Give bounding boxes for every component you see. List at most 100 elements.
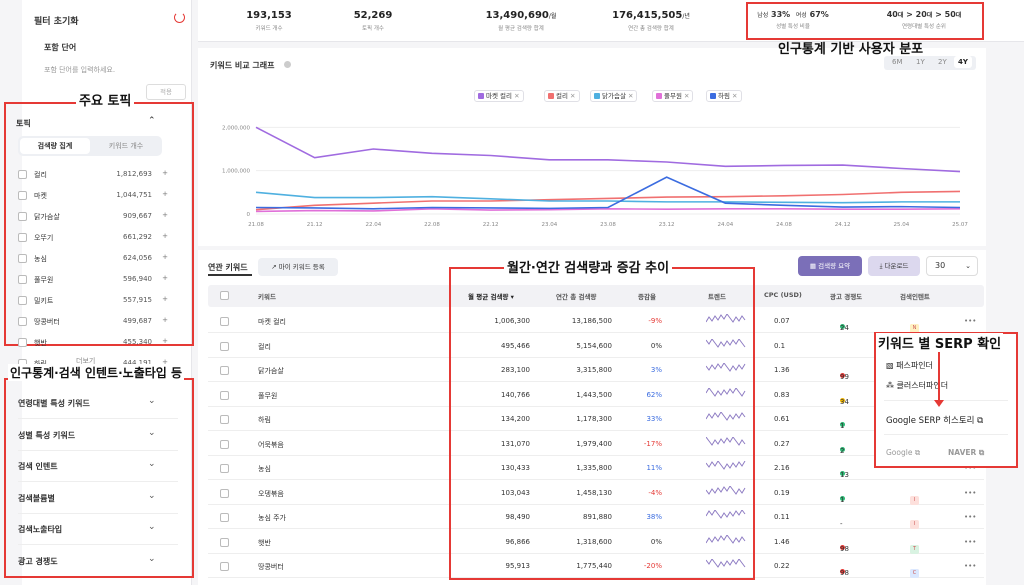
legend-item[interactable]: 풀무원 ✕ — [652, 90, 694, 102]
topic-item[interactable]: 풀무원 596,940 + — [18, 273, 168, 287]
more-icon[interactable]: ••• — [964, 464, 977, 472]
row-checkbox[interactable] — [220, 317, 229, 326]
accordion-item[interactable]: 검색노출타입 — [18, 525, 63, 534]
my-keyword-register-button[interactable]: ↗ 마이 키워드 등록 — [258, 258, 338, 276]
select-all-checkbox[interactable] — [220, 291, 229, 300]
table-row[interactable]: 농심 주가 98,490 891,880 38% 0.11 - I ••• — [208, 506, 984, 529]
row-checkbox[interactable] — [220, 513, 229, 522]
chevron-down-icon[interactable]: ⌄ — [148, 396, 156, 406]
menu-serp-history[interactable]: Google SERP 히스토리 ⧉ — [886, 416, 984, 426]
topic-item[interactable]: 오뚜기 661,292 + — [18, 231, 168, 245]
rows-per-page-select[interactable]: 30 ⌄ — [926, 256, 978, 276]
topic-item[interactable]: 햇반 455,340 + — [18, 336, 168, 350]
row-checkbox[interactable] — [220, 464, 229, 473]
keyword-cell[interactable]: 하림 — [258, 416, 271, 424]
keyword-cell[interactable]: 햇반 — [258, 538, 271, 547]
chevron-down-icon[interactable]: ⌄ — [148, 522, 156, 532]
keyword-cell[interactable]: 어묵볶음 — [258, 440, 284, 449]
google-link[interactable]: Google ⧉ — [886, 448, 921, 457]
more-icon[interactable]: ••• — [964, 488, 977, 497]
menu-pathfinder[interactable]: ▧ 패스파인더 — [886, 361, 933, 370]
topic-checkbox[interactable] — [18, 233, 27, 242]
col-competition[interactable]: 광고 경쟁도 — [830, 293, 863, 301]
accordion-item[interactable]: 연령대별 특성 키워드 — [18, 399, 90, 408]
more-icon[interactable]: ••• — [964, 513, 977, 521]
row-checkbox[interactable] — [220, 488, 229, 498]
row-checkbox[interactable] — [220, 562, 229, 571]
topic-item[interactable]: 컬리 1,812,693 + — [18, 168, 168, 182]
row-checkbox[interactable] — [220, 366, 229, 375]
keyword-cell[interactable]: 컬리 — [258, 342, 271, 351]
topic-item[interactable]: 닭가슴살 909,667 + — [18, 210, 168, 224]
more-icon[interactable]: ••• — [964, 537, 977, 546]
topic-checkbox[interactable] — [18, 338, 27, 347]
accordion-item[interactable]: 성별 특성 키워드 — [18, 430, 76, 440]
keyword-cell[interactable]: 농심 — [258, 465, 271, 473]
period-2y[interactable]: 2Y — [938, 58, 947, 66]
row-checkbox[interactable] — [220, 341, 229, 351]
col-change[interactable]: 증감율 — [638, 293, 656, 301]
col-keyword[interactable]: 키워드 — [258, 293, 276, 301]
col-yearly[interactable]: 연간 총 검색량 — [556, 293, 597, 301]
topic-checkbox[interactable] — [18, 275, 27, 284]
keyword-cell[interactable]: 마켓 컬리 — [258, 318, 286, 326]
seg-keyword-count[interactable]: 키워드 개수 — [108, 142, 144, 150]
plus-icon[interactable]: + — [162, 232, 168, 240]
keyword-cell[interactable]: 풀무원 — [258, 391, 278, 400]
topic-header[interactable]: 토픽 — [16, 119, 31, 128]
topic-item[interactable]: 밀키트 557,915 + — [18, 294, 168, 308]
plus-icon[interactable]: + — [162, 337, 168, 345]
volume-summary-button[interactable]: ▦ 검색량 요약 — [798, 256, 862, 276]
row-checkbox[interactable] — [220, 390, 229, 400]
legend-item[interactable]: 하림 ✕ — [706, 90, 742, 102]
chevron-up-icon[interactable]: ⌃ — [148, 116, 156, 126]
reset-icon[interactable] — [174, 12, 185, 23]
col-monthly[interactable]: 월 평균 검색량 ▾ — [468, 293, 514, 301]
period-1y[interactable]: 1Y — [916, 58, 925, 66]
period-6m[interactable]: 6M — [892, 58, 903, 66]
plus-icon[interactable]: + — [162, 211, 168, 219]
period-4y[interactable]: 4Y — [954, 56, 972, 68]
menu-clusterfinder[interactable]: ⁂ 클러스터파인더 — [886, 381, 949, 390]
apply-button[interactable]: 적용 — [146, 84, 186, 100]
legend-item[interactable]: 마켓 컬리 ✕ — [474, 90, 524, 102]
info-icon[interactable] — [284, 61, 291, 68]
col-cpc[interactable]: CPC (USD) — [764, 291, 802, 299]
plus-icon[interactable]: + — [162, 190, 168, 198]
topic-item[interactable]: 농심 624,056 + — [18, 252, 168, 266]
chevron-down-icon[interactable]: ⌄ — [148, 490, 156, 501]
table-row[interactable]: 마켓 컬리 1,006,300 13,186,500 -9% 0.07 24 I… — [208, 310, 984, 333]
more-button[interactable]: 더보기 — [76, 357, 96, 365]
keyword-input[interactable]: 포함 단어를 입력하세요. — [44, 66, 116, 74]
table-row[interactable]: 농심 130,433 1,335,800 11% 2.16 13 ••• — [208, 457, 984, 480]
more-icon[interactable]: ••• — [964, 317, 977, 325]
tab-related-keywords[interactable]: 연관 키워드 — [208, 263, 248, 272]
topic-item[interactable]: 마켓 1,044,751 + — [18, 189, 168, 203]
table-row[interactable]: 땅콩버터 95,913 1,775,440 -20% 0.22 98 IC ••… — [208, 555, 984, 578]
keyword-cell[interactable]: 닭가슴살 — [258, 367, 284, 375]
topic-checkbox[interactable] — [18, 212, 27, 221]
plus-icon[interactable]: + — [162, 169, 168, 177]
accordion-item[interactable]: 검색볼륨별 — [18, 493, 55, 503]
keyword-cell[interactable]: 농심 주가 — [258, 514, 286, 522]
chevron-down-icon[interactable]: ⌄ — [148, 427, 156, 438]
row-checkbox[interactable] — [220, 439, 229, 449]
plus-icon[interactable]: + — [162, 316, 168, 324]
accordion-item[interactable]: 광고 경쟁도 — [18, 556, 58, 566]
row-checkbox[interactable] — [220, 537, 229, 547]
keyword-cell[interactable]: 오뎅볶음 — [258, 489, 284, 498]
topic-checkbox[interactable] — [18, 191, 27, 200]
row-checkbox[interactable] — [220, 415, 229, 424]
topic-checkbox[interactable] — [18, 170, 27, 179]
plus-icon[interactable]: + — [162, 358, 168, 366]
seg-search-volume[interactable]: 검색량 집계 — [20, 138, 90, 154]
topic-checkbox[interactable] — [18, 317, 27, 326]
table-row[interactable]: 오뎅볶음 103,043 1,458,130 -4% 0.19 1 I ••• — [208, 482, 984, 505]
table-row[interactable]: 햇반 96,866 1,318,600 0% 1.46 98 IT ••• — [208, 531, 984, 554]
naver-link[interactable]: NAVER ⧉ — [948, 448, 985, 457]
plus-icon[interactable]: + — [162, 295, 168, 303]
accordion-item[interactable]: 검색 인텐트 — [18, 462, 58, 471]
plus-icon[interactable]: + — [162, 253, 168, 261]
chevron-down-icon[interactable]: ⌄ — [148, 553, 156, 564]
more-icon[interactable]: ••• — [964, 562, 977, 570]
